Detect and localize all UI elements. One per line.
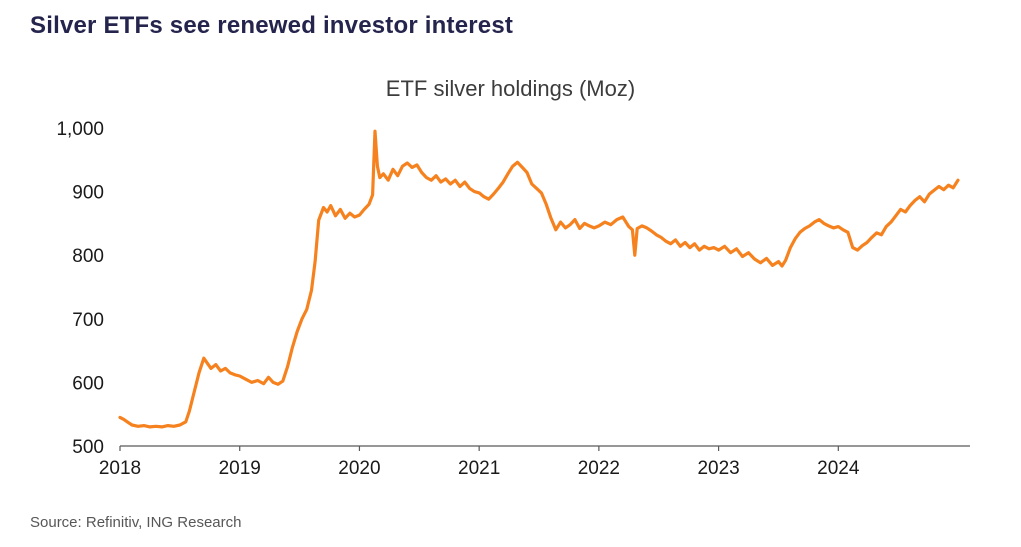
- y-axis-tick-label: 600: [72, 373, 104, 394]
- etf-silver-holdings-line-chart: 500 600 700 800 900 1,000 2018 2019 2020 2021 2022…: [56, 119, 970, 479]
- page-title: Silver ETFs see renewed investor interes…: [30, 12, 514, 39]
- y-axis-tick-label: 800: [72, 246, 104, 267]
- x-axis-tick-label: 2022: [578, 458, 620, 479]
- x-axis-tick-label: 2019: [219, 458, 261, 479]
- source-note: Source: Refinitiv, ING Research: [30, 514, 242, 531]
- x-axis-tick-label: 2021: [458, 458, 500, 479]
- y-axis-tick-label: 500: [72, 437, 104, 458]
- x-axis-tick-label: 2018: [99, 458, 141, 479]
- x-axis-tick-label: 2023: [697, 458, 739, 479]
- x-axis-tick-label: 2024: [817, 458, 860, 479]
- y-axis-tick-label: 1,000: [56, 119, 104, 140]
- series-line-etf-silver-holdings: [118, 129, 960, 429]
- y-axis-tick-label: 700: [72, 310, 104, 331]
- y-axis-tick-label: 900: [72, 183, 104, 204]
- x-axis-tick-label: 2020: [338, 458, 380, 479]
- chart-title: ETF silver holdings (Moz): [385, 76, 636, 101]
